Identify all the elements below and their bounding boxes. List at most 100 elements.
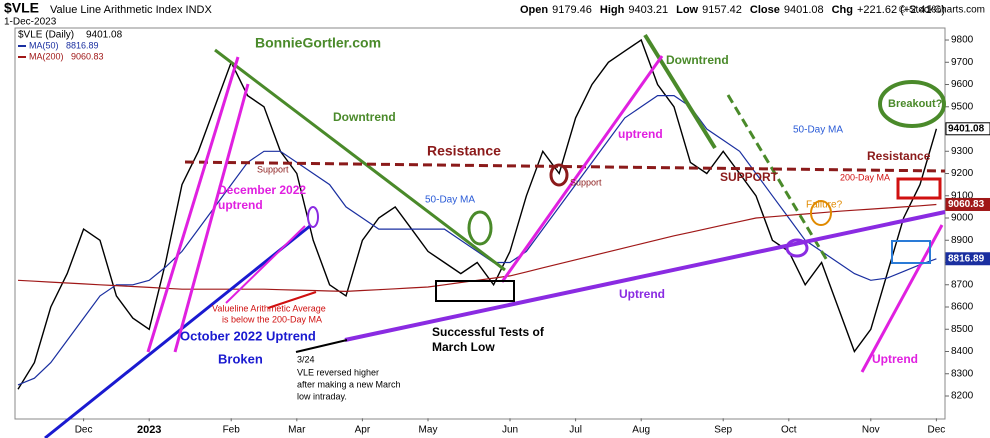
y-tick-label: 8900 bbox=[951, 235, 974, 246]
x-tick-label: Mar bbox=[288, 425, 306, 436]
circle bbox=[785, 238, 809, 258]
arrow bbox=[295, 339, 348, 353]
y-tick-label: 9500 bbox=[951, 101, 974, 112]
legend-entry: MA(200) bbox=[29, 51, 64, 61]
y-tick-label: 8700 bbox=[951, 279, 974, 290]
x-tick-label: Sep bbox=[714, 425, 732, 436]
box bbox=[891, 240, 931, 264]
value-tag: 9401.08 bbox=[948, 123, 985, 134]
legend-value: 8816.89 bbox=[66, 40, 99, 50]
legend-value: 9401.08 bbox=[86, 30, 123, 41]
annotation: uptrend bbox=[618, 127, 663, 141]
y-tick-label: 9000 bbox=[951, 213, 974, 224]
chart-date: 1-Dec-2023 bbox=[4, 17, 57, 28]
y-tick-label: 8500 bbox=[951, 324, 974, 335]
circle bbox=[549, 163, 569, 187]
x-tick-label: Nov bbox=[862, 425, 880, 436]
y-tick-label: 8400 bbox=[951, 346, 974, 357]
ohlc-value: 9179.46 bbox=[552, 4, 592, 16]
annotation: Uptrend bbox=[619, 287, 665, 301]
ohlc-value: 9157.42 bbox=[702, 4, 742, 16]
ohlc-label: Open bbox=[520, 4, 548, 16]
annotation: low intraday. bbox=[297, 391, 347, 401]
legend-value: 9060.83 bbox=[71, 51, 104, 61]
x-tick-label: Dec bbox=[928, 425, 946, 436]
x-tick-label: Apr bbox=[355, 425, 371, 436]
circle bbox=[467, 210, 493, 246]
annotation: 200-Day MA bbox=[840, 172, 890, 182]
circle bbox=[307, 206, 319, 228]
y-tick-label: 8300 bbox=[951, 368, 974, 379]
legend-entry: $VLE (Daily) bbox=[18, 30, 74, 41]
box bbox=[435, 280, 515, 302]
x-tick-label: 2023 bbox=[137, 424, 161, 436]
annotation: Resistance bbox=[427, 143, 501, 159]
y-tick-label: 9100 bbox=[951, 190, 974, 201]
legend-entry: MA(50) bbox=[29, 40, 59, 50]
x-tick-label: Jun bbox=[502, 425, 518, 436]
trendline bbox=[860, 224, 944, 373]
value-tag: 9060.83 bbox=[948, 199, 985, 210]
arrow bbox=[267, 291, 317, 309]
x-tick-label: Dec bbox=[75, 425, 93, 436]
annotation: BonnieGortler.com bbox=[255, 35, 381, 51]
annotation: is below the 200-Day MA bbox=[222, 314, 322, 324]
trendline bbox=[726, 94, 830, 263]
x-tick-label: Oct bbox=[781, 425, 797, 436]
trendline bbox=[344, 210, 946, 342]
annotation: VLE reversed higher bbox=[297, 367, 379, 377]
annotation: December 2022 bbox=[218, 183, 306, 197]
annotation: Downtrend bbox=[333, 110, 396, 124]
annotation-shapes bbox=[44, 33, 946, 438]
annotation: Broken bbox=[218, 351, 263, 366]
ohlc-label: Chg bbox=[832, 4, 853, 16]
trendline bbox=[44, 224, 311, 438]
annotation: Failure? bbox=[806, 200, 843, 211]
circle bbox=[810, 200, 832, 226]
ohlc-label: Low bbox=[676, 4, 698, 16]
ohlc-label: Close bbox=[750, 4, 780, 16]
trendline bbox=[500, 55, 664, 283]
y-tick-label: 9200 bbox=[951, 168, 974, 179]
x-tick-label: May bbox=[419, 425, 438, 436]
x-tick-label: Aug bbox=[632, 425, 650, 436]
annotation: Uptrend bbox=[872, 352, 918, 366]
trendline bbox=[214, 48, 506, 272]
annotation: March Low bbox=[432, 340, 495, 354]
trendline bbox=[146, 56, 240, 353]
annotation: Support bbox=[257, 164, 289, 174]
trendline bbox=[643, 33, 717, 150]
y-tick-label: 9700 bbox=[951, 57, 974, 68]
source: © StockCharts.com bbox=[899, 5, 985, 16]
annotation: Support bbox=[570, 177, 602, 187]
y-tick-label: 8200 bbox=[951, 391, 974, 402]
chart-title: $VLE bbox=[4, 0, 39, 16]
ohlc-value: 9401.08 bbox=[784, 4, 824, 16]
trendline bbox=[173, 83, 250, 353]
y-tick-label: 9600 bbox=[951, 79, 974, 90]
annotation: Downtrend bbox=[666, 53, 729, 67]
annotation: Successful Tests of bbox=[432, 325, 545, 339]
value-tag: 8816.89 bbox=[948, 253, 985, 264]
x-tick-label: Feb bbox=[223, 425, 241, 436]
ohlc-label: High bbox=[600, 4, 625, 16]
value-tag-box bbox=[945, 252, 990, 266]
value-tag-box bbox=[945, 122, 990, 136]
annotation: after making a new March bbox=[297, 379, 401, 389]
circle bbox=[878, 80, 946, 128]
series-line bbox=[17, 95, 937, 386]
box bbox=[896, 177, 942, 200]
annotation: October 2022 Uptrend bbox=[180, 328, 316, 343]
ohlc-header: Open 9179.46 High 9403.21 Low 9157.42 Close 940… bbox=[520, 4, 945, 16]
ohlc-value: +221.62 (+2.41%) bbox=[857, 4, 945, 16]
value-tags: 9401.08 8816.89 9060.83 bbox=[945, 122, 990, 266]
annotation: 3/24 bbox=[297, 354, 315, 364]
chart-subtitle: Value Line Arithmetic Index INDX bbox=[50, 4, 212, 16]
ohlc-value: 9403.21 bbox=[628, 4, 668, 16]
annotations: BonnieGortler.com Downtrend Downtrend Re… bbox=[180, 35, 943, 402]
x-tick-label: Jul bbox=[569, 425, 582, 436]
y-tick-label: 9300 bbox=[951, 146, 974, 157]
y-tick-label: 8600 bbox=[951, 302, 974, 313]
